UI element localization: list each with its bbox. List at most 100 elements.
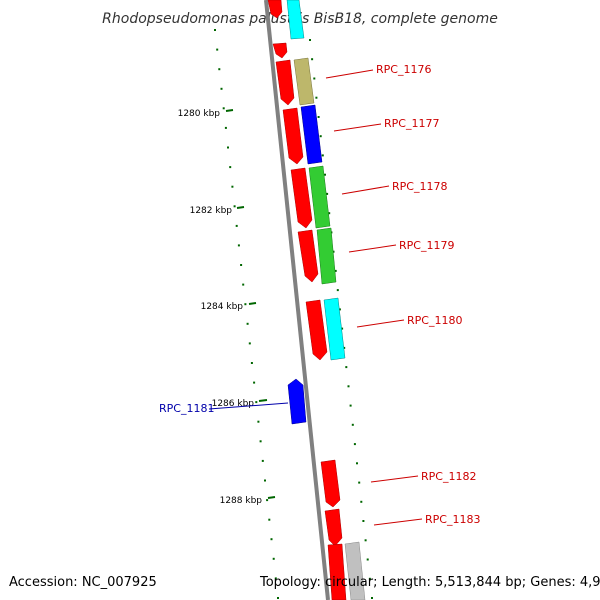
- outer-track-features: [286, 0, 366, 600]
- cds-feature[interactable]: [320, 459, 341, 508]
- track-dot: [250, 362, 253, 364]
- gene-label[interactable]: RPC_1183: [425, 513, 480, 526]
- kbp-label: 1282 kbp: [190, 206, 233, 216]
- kbp-label: 1286 kbp: [212, 399, 255, 409]
- cds-feature[interactable]: [267, 0, 283, 19]
- track-dot: [253, 381, 256, 384]
- track-dot: [349, 404, 352, 407]
- track-dot: [319, 135, 322, 138]
- track-dot: [231, 185, 234, 188]
- track-dot: [368, 577, 371, 580]
- cds-feature[interactable]: [316, 227, 337, 285]
- ruler-dotted-track: [214, 29, 373, 599]
- track-dot: [315, 96, 318, 99]
- track-dot: [362, 520, 365, 522]
- gene-label[interactable]: RPC_1180: [407, 314, 462, 327]
- cds-feature[interactable]: [308, 165, 331, 229]
- cds-feature[interactable]: [275, 59, 295, 106]
- topology-text: Topology: circular; Length: 5,513,844 bp…: [259, 575, 600, 590]
- track-dot: [317, 116, 320, 118]
- cds-feature[interactable]: [286, 0, 305, 40]
- gene-label[interactable]: RPC_1176: [376, 63, 431, 76]
- kbp-label: 1280 kbp: [178, 109, 221, 119]
- cds-feature[interactable]: [344, 541, 366, 600]
- inner-strand-features: [267, 0, 347, 600]
- track-dot: [309, 39, 311, 41]
- gene-label[interactable]: RPC_1179: [399, 239, 454, 252]
- track-dot: [341, 327, 344, 330]
- gene-label[interactable]: RPC_1177: [384, 117, 439, 130]
- kbp-label: 1284 kbp: [201, 302, 244, 312]
- gene-labels: RPC_1176 RPC_1177 RPC_1178 RPC_1179 RPC_…: [159, 63, 480, 526]
- track-dot: [326, 192, 329, 195]
- track-dot: [343, 346, 346, 349]
- track-dot: [324, 173, 326, 176]
- track-dot: [270, 538, 273, 541]
- gene-label[interactable]: RPC_1178: [392, 180, 447, 193]
- kbp-ruler: 1280 kbp 1282 kbp 1284 kbp 1286 kbp 1288…: [178, 109, 276, 506]
- track-dot: [264, 479, 266, 482]
- track-dot: [222, 107, 225, 110]
- cds-feature[interactable]: [300, 104, 323, 165]
- track-dot: [255, 401, 258, 404]
- track-dot: [321, 154, 324, 157]
- cds-feature[interactable]: [293, 57, 315, 106]
- label-leader-line: [333, 123, 382, 132]
- track-dot: [233, 205, 236, 208]
- track-dot: [240, 264, 243, 266]
- track-dot: [274, 577, 277, 580]
- track-dot: [311, 58, 314, 61]
- cds-feature[interactable]: [282, 107, 304, 165]
- kbp-tick: [258, 399, 268, 402]
- track-dot: [224, 126, 227, 129]
- track-dot: [227, 146, 229, 149]
- track-dot: [257, 420, 260, 423]
- cds-feature[interactable]: [324, 508, 343, 547]
- label-leader-line: [325, 69, 374, 79]
- gene-label[interactable]: RPC_1181: [159, 402, 214, 415]
- accession-text: Accession: NC_007925: [9, 575, 157, 590]
- label-leader-line: [348, 244, 397, 253]
- track-dot: [347, 385, 350, 388]
- gene-label[interactable]: RPC_1182: [421, 470, 476, 483]
- track-dot: [338, 308, 341, 311]
- track-dot: [235, 224, 238, 227]
- track-dot: [313, 77, 316, 80]
- cds-feature[interactable]: [305, 299, 328, 361]
- track-dot: [332, 250, 335, 253]
- track-dot: [353, 443, 356, 446]
- cds-feature[interactable]: [290, 167, 313, 229]
- track-dot: [218, 68, 221, 71]
- kbp-tick: [236, 206, 245, 209]
- cds-feature[interactable]: [272, 42, 288, 59]
- track-dot: [351, 423, 354, 426]
- track-dot: [272, 557, 275, 560]
- track-dot: [356, 462, 358, 465]
- track-dot: [261, 459, 264, 462]
- track-dot: [371, 597, 373, 599]
- label-leader-line: [370, 475, 419, 483]
- track-dot: [358, 481, 361, 484]
- track-dot: [366, 558, 369, 561]
- genome-backbone: [264, 0, 330, 600]
- track-dot: [266, 499, 269, 502]
- kbp-tick: [225, 109, 234, 112]
- label-leader-line: [208, 402, 289, 410]
- cds-feature[interactable]: [287, 378, 307, 425]
- track-dot: [242, 283, 245, 286]
- track-dot: [220, 87, 223, 90]
- track-dot: [334, 269, 337, 272]
- label-leader-line: [341, 185, 390, 195]
- track-dot: [336, 289, 339, 292]
- cds-feature[interactable]: [297, 229, 319, 283]
- kbp-label: 1288 kbp: [220, 496, 263, 506]
- cds-feature[interactable]: [327, 543, 347, 600]
- track-dot: [328, 212, 331, 215]
- track-dot: [345, 366, 348, 369]
- track-dot: [216, 48, 219, 51]
- track-dot: [229, 166, 232, 169]
- track-dot: [214, 29, 216, 31]
- cds-feature[interactable]: [323, 297, 346, 361]
- label-leader-line: [356, 319, 405, 328]
